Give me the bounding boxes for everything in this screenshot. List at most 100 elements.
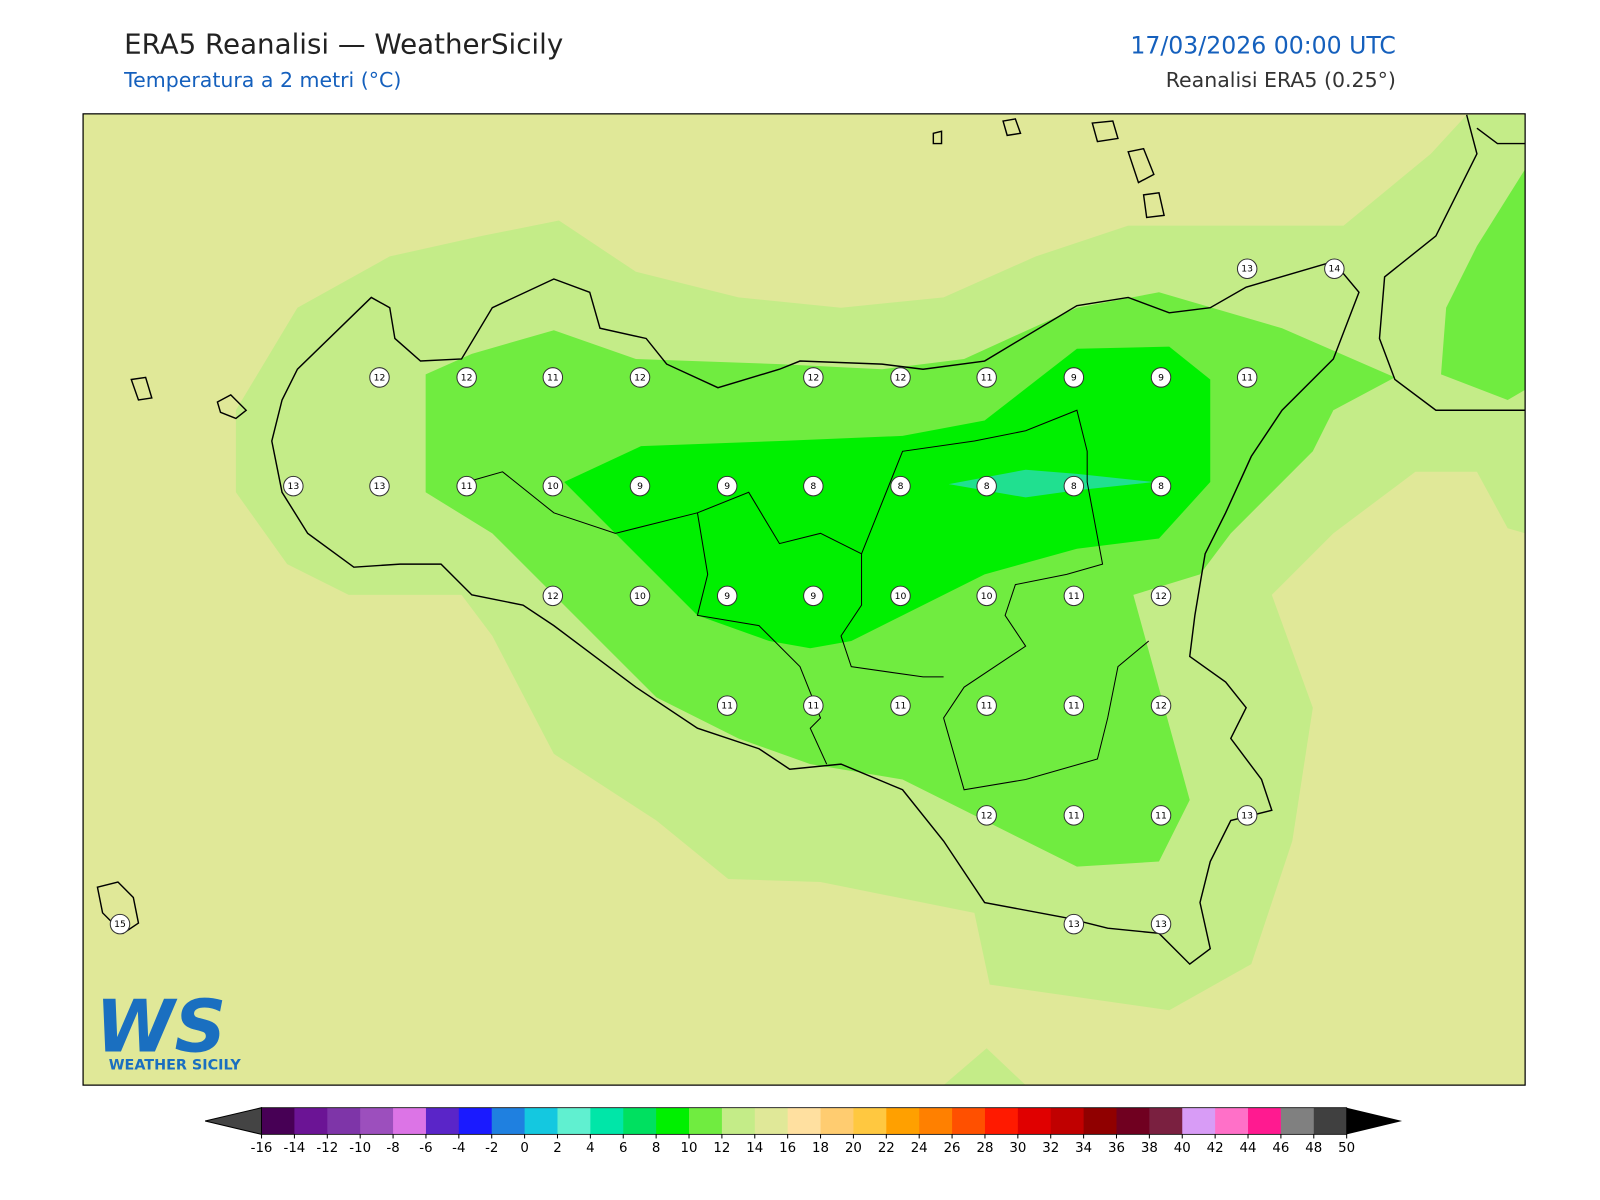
station-marker (542, 367, 564, 388)
station-value: 12 (374, 372, 386, 383)
station-marker (1150, 475, 1172, 497)
station-marker (1063, 805, 1085, 826)
colorbar-tick-label: 32 (1042, 1141, 1059, 1156)
colorbar-tick-label: 28 (976, 1141, 993, 1156)
station-marker (109, 913, 131, 935)
station-value: 12 (1155, 701, 1167, 712)
station-value: 11 (1155, 810, 1167, 821)
colorbar-tick-label: 38 (1141, 1141, 1158, 1156)
station: 11 (976, 695, 997, 716)
colorbar-tick-label: 24 (911, 1141, 928, 1156)
station-value: 13 (287, 481, 299, 492)
colorbar-swatch (919, 1107, 953, 1135)
station: 13 (283, 475, 304, 497)
station-value: 15 (114, 919, 126, 930)
logo-mark: WS (95, 984, 226, 1068)
colorbar-tick-label: -6 (419, 1141, 432, 1156)
colorbar-swatch (623, 1107, 657, 1135)
station-value: 13 (374, 481, 386, 492)
colorbar-swatch (327, 1107, 361, 1135)
station: 11 (456, 475, 477, 497)
colorbar-tick-label: 8 (652, 1141, 660, 1156)
station-marker (369, 367, 390, 388)
colorbar-tick-label: 34 (1075, 1141, 1092, 1156)
station-value: 12 (981, 810, 993, 821)
station: 8 (976, 475, 997, 497)
station-marker (890, 585, 911, 607)
station-value: 12 (895, 372, 907, 383)
station-marker (1063, 367, 1085, 388)
station: 9 (1150, 367, 1172, 388)
colorbar-tick-label: 4 (586, 1141, 594, 1156)
station-value: 11 (1241, 372, 1253, 383)
station-value: 11 (807, 701, 819, 712)
colorbar-tick-label: 16 (779, 1141, 796, 1156)
station-value: 11 (461, 481, 473, 492)
station-value: 12 (461, 372, 473, 383)
colorbar-tick-label: 46 (1272, 1141, 1289, 1156)
colorbar-swatch (458, 1107, 493, 1135)
station: 8 (890, 475, 911, 497)
station-marker (629, 475, 651, 497)
station-marker (1324, 258, 1345, 279)
station-value: 13 (1241, 810, 1253, 821)
colorbar: -16 -14 -12 -10 -8 -6 -4 -2 0 2 4 6 8 10 12 14 16 18 20 22 2… (205, 1107, 1403, 1156)
station-marker (976, 367, 997, 388)
station-value: 9 (724, 481, 730, 492)
station-marker (456, 367, 477, 388)
station: 11 (890, 695, 911, 716)
colorbar-swatch (1280, 1107, 1315, 1135)
station-value: 11 (1068, 591, 1080, 602)
colorbar-tick-label: 0 (520, 1141, 528, 1156)
map-area: 12 12 11 12 12 12 11 9 9 11 13 13 11 10 9 9 8 8 8 8 8 12 10 9 9 1… (83, 113, 1526, 1086)
colorbar-swatch (1083, 1107, 1118, 1135)
colorbar-outline (261, 1107, 1348, 1135)
station: 10 (629, 585, 651, 607)
station-value: 9 (810, 591, 816, 602)
station: 11 (1063, 695, 1085, 716)
station-value: 10 (547, 481, 559, 492)
colorbar-tick-label: -10 (349, 1141, 371, 1156)
station-marker (1236, 367, 1258, 388)
colorbar-over (1346, 1107, 1403, 1135)
colorbar-tick-label: 10 (681, 1141, 698, 1156)
colorbar-tick-label: 12 (713, 1141, 730, 1156)
station-marker (283, 475, 304, 497)
colorbar-swatch (1050, 1107, 1085, 1135)
coastline (96, 114, 1526, 966)
colorbar-tick-label: 36 (1108, 1141, 1125, 1156)
colorbar-tick-label: 50 (1338, 1141, 1355, 1156)
station: 11 (1063, 585, 1085, 607)
subtitle: Temperatura a 2 metri (°C) (123, 68, 401, 92)
station: 13 (1063, 913, 1085, 935)
station-marker (629, 585, 651, 607)
colorbar-tick-label: 22 (878, 1141, 895, 1156)
station-value: 9 (724, 591, 730, 602)
date: 17/03/2026 00:00 UTC (1130, 31, 1396, 59)
logo-name: WEATHER SICILY (109, 1058, 242, 1074)
station: 12 (369, 367, 390, 388)
station-marker (1150, 695, 1172, 716)
station-value: 11 (981, 701, 993, 712)
station-value: 8 (984, 481, 990, 492)
colorbar-tick-label: 2 (553, 1141, 561, 1156)
colorbar-tick-label: 42 (1207, 1141, 1224, 1156)
station-marker (803, 585, 824, 607)
logo: WS WEATHER SICILY (95, 984, 241, 1073)
field-12-14 (943, 1048, 1026, 1086)
colorbar-swatch (1313, 1107, 1348, 1135)
station-value: 13 (1155, 919, 1167, 930)
colorbar-swatch (984, 1107, 1019, 1135)
station-value: 12 (547, 591, 559, 602)
station-value: 12 (634, 372, 646, 383)
colorbar-swatch (360, 1107, 394, 1135)
station-value: 8 (898, 481, 904, 492)
station: 9 (803, 585, 824, 607)
station-value: 8 (1071, 481, 1077, 492)
colorbar-swatch (557, 1107, 591, 1135)
station: 12 (890, 367, 911, 388)
station-value: 11 (547, 372, 559, 383)
colorbar-tick-label: 14 (746, 1141, 763, 1156)
station: 14 (1324, 258, 1345, 279)
